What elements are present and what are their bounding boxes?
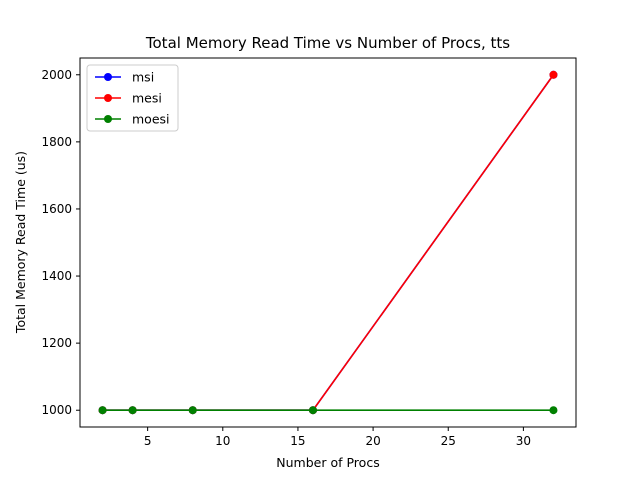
data-point-moesi: [308, 406, 317, 415]
legend-label-mesi: mesi: [132, 91, 162, 106]
legend-marker-msi: [104, 73, 112, 81]
axes-ticks: 5 10 15 20 25 30 1000 1200 1400 1600 1800 2000: [41, 68, 531, 448]
y-tick-label: 2000: [41, 68, 72, 82]
y-tick-label: 1400: [41, 269, 72, 283]
legend-marker-mesi: [104, 94, 112, 102]
data-point-moesi: [128, 406, 137, 415]
plot-frame: [79, 57, 577, 428]
y-axis-label: Total Memory Read Time (us): [13, 151, 28, 334]
legend: msi mesi moesi: [86, 64, 179, 132]
legend-label-msi: msi: [132, 70, 154, 85]
data-point-moesi: [188, 406, 197, 415]
x-tick-label: 30: [516, 434, 531, 448]
legend-box: [86, 64, 179, 132]
x-tick-label: 15: [290, 434, 305, 448]
chart-title: Total Memory Read Time vs Number of Proc…: [145, 34, 510, 52]
data-point-mesi: [549, 70, 558, 79]
x-tick-label: 25: [441, 434, 456, 448]
x-tick-label: 10: [215, 434, 230, 448]
x-tick-label: 20: [365, 434, 380, 448]
y-tick-label: 1600: [41, 202, 72, 216]
x-axis-label: Number of Procs: [276, 455, 379, 470]
data-point-moesi: [549, 406, 558, 415]
data-point-moesi: [98, 406, 107, 415]
plot-series: [98, 70, 558, 415]
legend-marker-moesi: [104, 115, 112, 123]
y-tick-label: 1000: [41, 403, 72, 417]
y-tick-label: 1800: [41, 135, 72, 149]
legend-label-moesi: moesi: [132, 112, 170, 127]
x-tick-label: 5: [144, 434, 152, 448]
y-tick-label: 1200: [41, 336, 72, 350]
